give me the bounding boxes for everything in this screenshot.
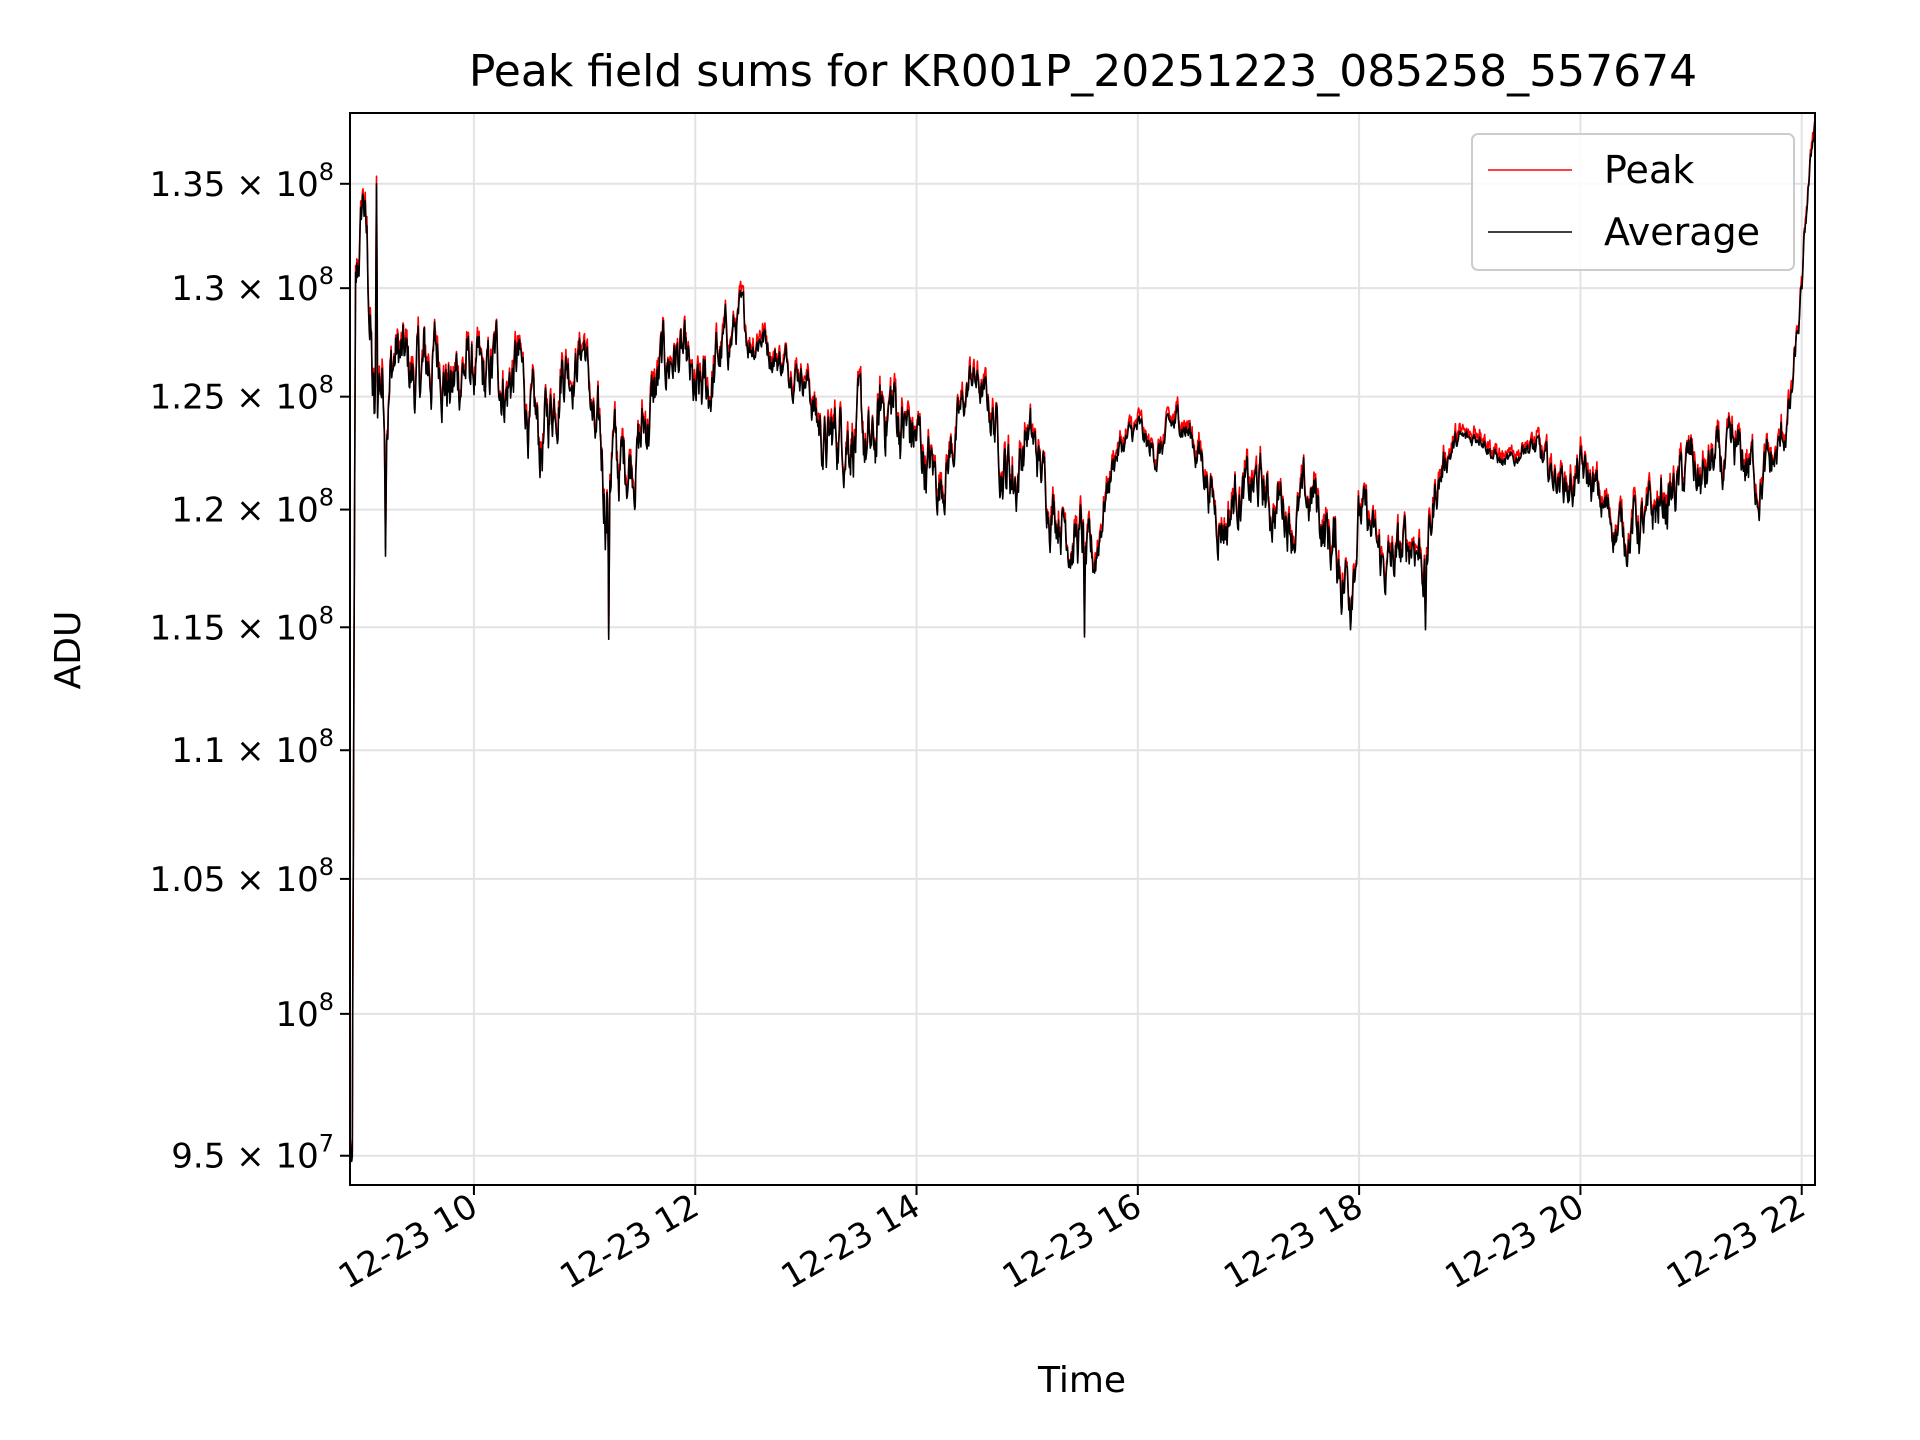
y-tick-label: 1.05 × 108: [150, 853, 334, 900]
chart-title: Peak field sums for KR001P_20251223_0852…: [469, 46, 1697, 97]
y-tick-label: 9.5 × 107: [171, 1130, 334, 1177]
plot-frame: [349, 112, 1816, 1186]
series-average-line: [349, 122, 1816, 1163]
y-tick-label: 1.15 × 108: [150, 601, 334, 648]
y-tick-label: 1.2 × 108: [171, 484, 334, 531]
x-axis-label: Time: [1037, 1360, 1126, 1401]
y-tick-label: 108: [275, 988, 334, 1035]
legend-box: [1471, 133, 1795, 271]
y-tick-label: 1.35 × 108: [150, 158, 334, 205]
legend-label-peak: Peak: [1604, 148, 1694, 192]
y-tick-label: 1.3 × 108: [171, 262, 334, 309]
data-layer: [349, 119, 1816, 1163]
y-tick-label: 1.1 × 108: [171, 724, 334, 771]
legend: Peak Average: [1471, 133, 1795, 271]
legend-label-average: Average: [1604, 210, 1760, 254]
y-tick-label: 1.25 × 108: [150, 371, 334, 418]
grid-layer: [350, 113, 1815, 1185]
y-axis-label: ADU: [48, 611, 89, 690]
